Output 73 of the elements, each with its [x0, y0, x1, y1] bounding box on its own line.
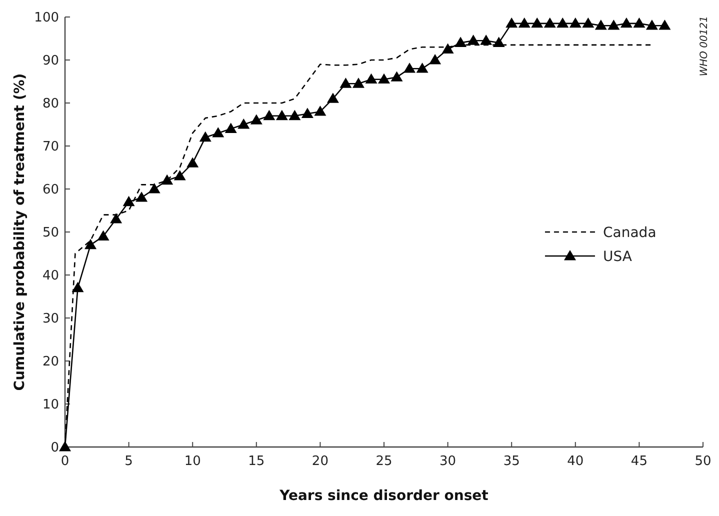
point [84, 238, 97, 250]
x-axis-title: Years since disorder onset [278, 488, 489, 504]
point [97, 230, 110, 240]
point [531, 17, 544, 28]
point [429, 54, 442, 64]
legend-label: Canada [603, 225, 656, 241]
y-tick-label: 30 [42, 312, 59, 326]
point [186, 157, 199, 168]
annotation: WHO 00121 [699, 16, 710, 76]
y-tick-label: 90 [42, 54, 59, 68]
point [544, 17, 556, 28]
x-tick-label: 20 [312, 454, 328, 469]
point [480, 34, 492, 45]
point [314, 106, 326, 116]
x-tick-label: 50 [694, 454, 712, 469]
point [416, 62, 428, 73]
point [238, 118, 250, 129]
x-tick-label: 35 [503, 454, 520, 469]
x-tick-label: 5 [124, 454, 133, 469]
point [72, 282, 84, 292]
point [340, 78, 352, 88]
y-axis-title: Cumulative probability of treatment (%) [12, 73, 28, 391]
point [620, 17, 632, 28]
y-tick-label: 40 [42, 268, 59, 284]
point [212, 127, 224, 138]
point [646, 20, 658, 30]
point [301, 108, 314, 118]
point [569, 17, 582, 28]
point [454, 36, 467, 47]
point [608, 20, 620, 30]
point [442, 43, 454, 54]
point [263, 110, 276, 120]
point [122, 196, 135, 206]
point [556, 17, 569, 28]
y-tick-label: 100 [34, 10, 59, 26]
legend-label: USA [603, 249, 632, 265]
y-tick-label: 10 [42, 398, 59, 412]
x-tick-label: 45 [630, 454, 648, 469]
x-tick-label: 25 [376, 454, 392, 469]
point [276, 110, 288, 120]
point [518, 17, 530, 28]
point [658, 20, 671, 30]
point [633, 17, 646, 28]
point [224, 122, 237, 133]
point [390, 71, 403, 82]
point [594, 20, 607, 30]
point [110, 213, 122, 224]
y-tick-label: 60 [42, 182, 59, 198]
point [378, 73, 390, 84]
point [250, 114, 262, 124]
y-tick-label: 0 [50, 440, 59, 456]
x-tick-label: 30 [440, 454, 456, 469]
point [467, 34, 480, 45]
x-tick-label: 15 [248, 454, 265, 469]
point [326, 92, 339, 103]
point [148, 183, 160, 194]
point [136, 192, 148, 202]
point [352, 78, 364, 88]
y-tick-label: 20 [42, 354, 59, 370]
point [492, 36, 505, 47]
y-tick-label: 70 [42, 140, 59, 154]
point [506, 17, 518, 28]
point [288, 110, 301, 120]
point [404, 62, 416, 73]
point [199, 131, 212, 142]
point [582, 17, 594, 28]
x-tick-label: 10 [184, 454, 201, 469]
y-tick-label: 80 [42, 96, 59, 112]
point [174, 170, 186, 180]
x-tick-label: 0 [60, 454, 70, 469]
point [365, 73, 378, 84]
x-tick-label: 40 [567, 454, 584, 469]
y-tick-label: 50 [42, 226, 59, 240]
